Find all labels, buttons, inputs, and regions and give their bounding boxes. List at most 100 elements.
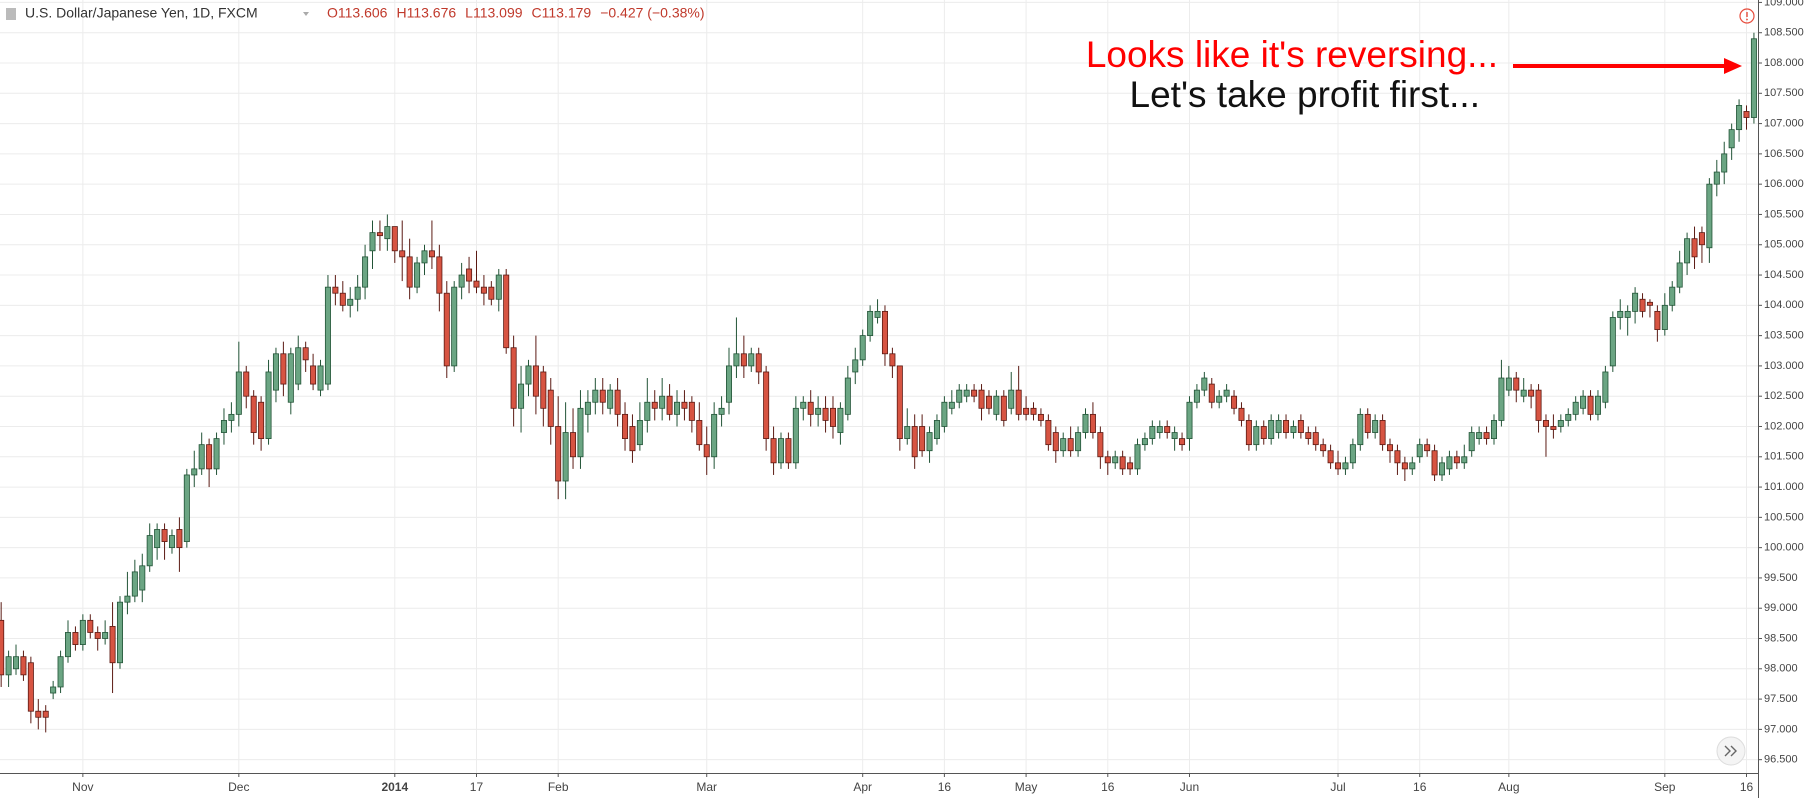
candle-body [354,286,361,300]
y-tick-label: 107.500 [1764,87,1804,99]
y-tick-label: 101.500 [1764,451,1804,463]
candle-body [384,226,391,240]
chart-title: U.S. Dollar/Japanese Yen, 1D, FXCM [25,5,258,21]
candle-body [777,438,784,464]
candle-body [867,310,874,337]
quote-value: O113.606 [327,5,388,21]
x-tick-label: 17 [470,780,484,794]
candle-body [87,619,94,633]
candle-body [852,359,859,373]
alert-icon[interactable] [1739,8,1755,24]
candle-body [1320,444,1327,452]
candle-body [1684,238,1691,264]
candle-body [1401,462,1408,470]
y-tick-label: 97.000 [1764,723,1798,735]
y-tick-label: 105.500 [1764,208,1804,220]
candle-body [518,383,525,409]
candle-body [985,395,992,409]
candle-body [577,407,584,458]
candle-body [1119,456,1126,470]
candle-body [1394,450,1401,464]
candle-body [1594,395,1601,415]
candle-body [978,389,985,409]
candle-body [1698,232,1705,246]
candle-body [666,395,673,415]
x-tick-label: Nov [72,780,93,794]
candle-body [1416,444,1423,458]
annotation-arrowhead [1724,58,1742,74]
candle-body [614,389,621,415]
candle-body [622,413,629,439]
candle-body [993,395,1000,415]
grid [0,0,1758,773]
candle-body [1617,310,1624,318]
candle-body [1372,420,1379,433]
candle-body [1015,389,1022,415]
candle-body [674,401,681,415]
candle-body [1721,153,1728,173]
dropdown-caret[interactable] [303,12,309,16]
candle-body [1008,389,1015,409]
candle-body [800,401,807,409]
candle-body [220,420,227,433]
y-tick-label: 109.000 [1764,0,1804,8]
candle-body [131,571,138,597]
x-tick-label: 16 [1101,780,1115,794]
candle-body [1231,395,1238,409]
candle-body [1728,129,1735,149]
candle-body [50,686,57,694]
candle-body [243,371,250,397]
candle-body [376,232,383,237]
scroll-button[interactable] [1716,736,1746,766]
candle-body [473,280,480,288]
candle-body [1468,432,1475,452]
candle-body [837,407,844,433]
y-tick-label: 106.500 [1764,148,1804,160]
candle-body [807,401,814,415]
candle-body [265,371,272,439]
candle-body [310,365,317,385]
candle-body [881,310,888,355]
candle-body [466,268,473,282]
candle-body [1431,450,1438,476]
candle-body [168,535,175,549]
candle-body [592,389,599,403]
candle-body [1587,395,1594,415]
y-tick-label: 103.000 [1764,360,1804,372]
candle-body [1565,413,1572,421]
candle-body [280,353,287,385]
candle-body [659,395,666,409]
candle-body [629,426,636,452]
y-tick-label: 96.500 [1764,754,1798,766]
candle-body [154,529,161,549]
candle-body [584,401,591,415]
candle-body [859,335,866,361]
candle-body [1179,438,1186,446]
x-tick-label: Jun [1180,780,1199,794]
candle-body [116,601,123,664]
candle-body [503,274,510,349]
candle-body [1045,420,1052,446]
candle-body [1550,426,1557,430]
candle-body [1505,377,1512,391]
candle-body [1453,456,1460,464]
candle-body [555,426,562,482]
candle-body [124,595,131,603]
candle-body [42,710,49,718]
candle-body [971,389,978,397]
candle-body [540,371,547,409]
candle-body [1379,420,1386,446]
candle-body [748,353,755,367]
candle-body [1646,301,1653,306]
y-tick-label: 105.000 [1764,239,1804,251]
candle-body [1216,395,1223,403]
candle-body [1037,413,1044,421]
candle-body [1476,432,1483,439]
candle-body [933,420,940,439]
candle-body [733,353,740,367]
y-tick-label: 101.000 [1764,481,1804,493]
candle-body [451,286,458,367]
candle-body [510,347,517,409]
y-tick-label: 108.000 [1764,57,1804,69]
candle-body [1557,420,1564,427]
